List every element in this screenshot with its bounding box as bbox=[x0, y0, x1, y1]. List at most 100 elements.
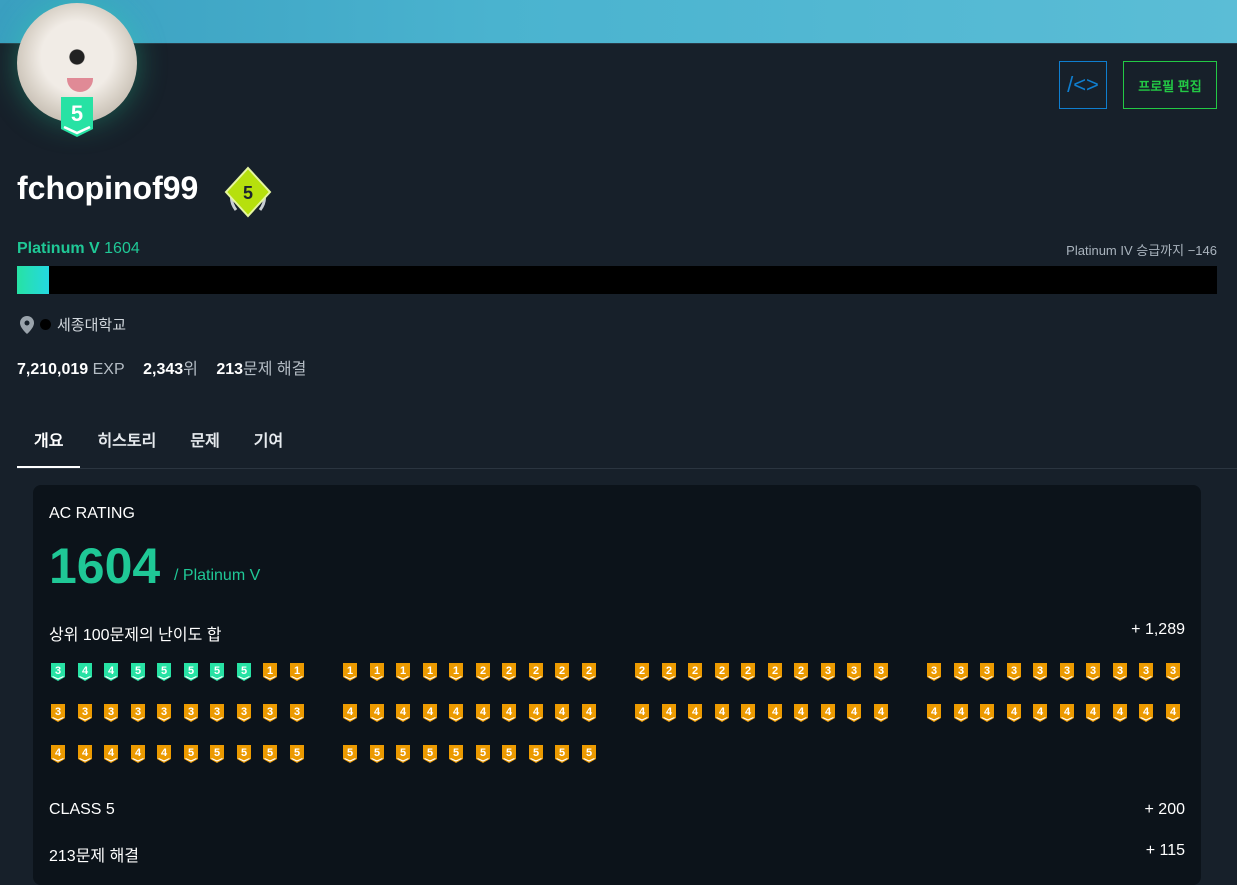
organization-name[interactable]: 세종대학교 bbox=[57, 317, 127, 334]
problem-tier-badge-icon[interactable]: 4 bbox=[794, 704, 808, 722]
problem-tier-badge-icon[interactable]: 3 bbox=[847, 663, 861, 681]
problem-tier-badge-icon[interactable]: 2 bbox=[502, 663, 516, 681]
problem-tier-badge-icon[interactable]: 4 bbox=[369, 704, 384, 722]
problem-tier-badge-icon[interactable]: 4 bbox=[475, 704, 490, 722]
problem-tier-badge-icon[interactable]: 3 bbox=[51, 663, 65, 681]
problem-tier-badge-icon[interactable]: 4 bbox=[51, 745, 65, 763]
problem-tier-badge-icon[interactable]: 4 bbox=[741, 704, 755, 722]
problem-tier-badge-icon[interactable]: 3 bbox=[927, 663, 941, 681]
problem-tier-badge-icon[interactable]: 5 bbox=[183, 745, 198, 763]
problem-tier-badge-icon[interactable]: 3 bbox=[104, 704, 118, 722]
problem-tier-badge-icon[interactable]: 2 bbox=[714, 663, 729, 681]
problem-tier-badge-icon[interactable]: 1 bbox=[369, 663, 384, 681]
problem-tier-badge-icon[interactable]: 4 bbox=[581, 704, 596, 722]
problem-tier-badge-icon[interactable]: 5 bbox=[422, 745, 437, 763]
problem-tier-badge-icon[interactable]: 3 bbox=[1006, 663, 1021, 681]
problem-tier-badge-icon[interactable]: 5 bbox=[183, 663, 198, 681]
problem-tier-badge-icon[interactable]: 1 bbox=[449, 663, 463, 681]
problem-tier-badge-icon[interactable]: 3 bbox=[236, 704, 251, 722]
code-button[interactable]: /<> bbox=[1059, 61, 1107, 109]
problem-tier-badge-icon[interactable]: 4 bbox=[873, 704, 888, 722]
problem-tier-badge-icon[interactable]: 4 bbox=[502, 704, 516, 722]
problem-tier-badge-icon[interactable]: 4 bbox=[1165, 704, 1180, 722]
problem-tier-badge-icon[interactable]: 4 bbox=[343, 704, 357, 722]
problem-tier-badge-icon[interactable]: 5 bbox=[289, 745, 304, 763]
problem-tier-badge-icon[interactable]: 4 bbox=[714, 704, 729, 722]
problem-tier-badge-icon[interactable]: 4 bbox=[927, 704, 941, 722]
problem-tier-badge-icon[interactable]: 4 bbox=[953, 704, 968, 722]
problem-tier-badge-icon[interactable]: 4 bbox=[980, 704, 994, 722]
problem-tier-badge-icon[interactable]: 4 bbox=[1033, 704, 1047, 722]
problem-tier-badge-icon[interactable]: 2 bbox=[767, 663, 782, 681]
problem-tier-badge-icon[interactable]: 3 bbox=[289, 704, 304, 722]
problem-tier-badge-icon[interactable]: 5 bbox=[369, 745, 384, 763]
problem-tier-badge-icon[interactable]: 3 bbox=[873, 663, 888, 681]
problem-tier-badge-icon[interactable]: 3 bbox=[1059, 663, 1074, 681]
problem-tier-badge-icon[interactable]: 5 bbox=[236, 745, 251, 763]
problem-tier-badge-icon[interactable]: 5 bbox=[396, 745, 410, 763]
problem-tier-badge-icon[interactable]: 1 bbox=[343, 663, 357, 681]
problem-tier-badge-icon[interactable]: 2 bbox=[688, 663, 702, 681]
problem-tier-badge-icon[interactable]: 4 bbox=[635, 704, 649, 722]
problem-tier-badge-icon[interactable]: 4 bbox=[661, 704, 676, 722]
problem-tier-badge-icon[interactable]: 3 bbox=[1112, 663, 1127, 681]
problem-tier-badge-icon[interactable]: 4 bbox=[555, 704, 569, 722]
problem-tier-badge-icon[interactable]: 4 bbox=[1112, 704, 1127, 722]
problem-tier-badge-icon[interactable]: 3 bbox=[953, 663, 968, 681]
problem-tier-badge-icon[interactable]: 4 bbox=[688, 704, 702, 722]
problem-tier-badge-icon[interactable]: 5 bbox=[210, 663, 224, 681]
tab-problems[interactable]: 문제 bbox=[190, 433, 220, 450]
problem-tier-badge-icon[interactable]: 4 bbox=[130, 745, 145, 763]
problem-tier-badge-icon[interactable]: 3 bbox=[183, 704, 198, 722]
problem-tier-badge-icon[interactable]: 2 bbox=[555, 663, 569, 681]
problem-tier-badge-icon[interactable]: 5 bbox=[475, 745, 490, 763]
problem-tier-badge-icon[interactable]: 5 bbox=[157, 663, 171, 681]
problem-tier-badge-icon[interactable]: 3 bbox=[51, 704, 65, 722]
tab-contributions[interactable]: 기여 bbox=[253, 433, 284, 450]
problem-tier-badge-icon[interactable]: 4 bbox=[1006, 704, 1021, 722]
problem-tier-badge-icon[interactable]: 2 bbox=[794, 663, 808, 681]
problem-tier-badge-icon[interactable]: 1 bbox=[396, 663, 410, 681]
problem-tier-badge-icon[interactable]: 2 bbox=[661, 663, 676, 681]
problem-tier-badge-icon[interactable]: 4 bbox=[104, 745, 118, 763]
edit-profile-button[interactable]: 프로필 편집 bbox=[1123, 61, 1217, 109]
problem-tier-badge-icon[interactable]: 2 bbox=[581, 663, 596, 681]
problem-tier-badge-icon[interactable]: 5 bbox=[343, 745, 357, 763]
problem-tier-badge-icon[interactable]: 4 bbox=[77, 745, 92, 763]
problem-tier-badge-icon[interactable]: 3 bbox=[820, 663, 835, 681]
problem-tier-badge-icon[interactable]: 5 bbox=[502, 745, 516, 763]
problem-tier-badge-icon[interactable]: 1 bbox=[289, 663, 304, 681]
problem-tier-badge-icon[interactable]: 3 bbox=[157, 704, 171, 722]
problem-tier-badge-icon[interactable]: 5 bbox=[449, 745, 463, 763]
problem-tier-badge-icon[interactable]: 5 bbox=[130, 663, 145, 681]
problem-tier-badge-icon[interactable]: 4 bbox=[396, 704, 410, 722]
problem-tier-badge-icon[interactable]: 5 bbox=[263, 745, 277, 763]
problem-tier-badge-icon[interactable]: 1 bbox=[422, 663, 437, 681]
problem-tier-badge-icon[interactable]: 3 bbox=[1033, 663, 1047, 681]
problem-tier-badge-icon[interactable]: 3 bbox=[77, 704, 92, 722]
problem-tier-badge-icon[interactable]: 4 bbox=[449, 704, 463, 722]
problem-tier-badge-icon[interactable]: 4 bbox=[157, 745, 171, 763]
tab-history[interactable]: 히스토리 bbox=[97, 433, 157, 450]
problem-tier-badge-icon[interactable]: 3 bbox=[1165, 663, 1180, 681]
problem-tier-badge-icon[interactable]: 3 bbox=[263, 704, 277, 722]
problem-tier-badge-icon[interactable]: 4 bbox=[820, 704, 835, 722]
problem-tier-badge-icon[interactable]: 5 bbox=[555, 745, 569, 763]
problem-tier-badge-icon[interactable]: 3 bbox=[130, 704, 145, 722]
problem-tier-badge-icon[interactable]: 5 bbox=[581, 745, 596, 763]
problem-tier-badge-icon[interactable]: 4 bbox=[528, 704, 543, 722]
tab-overview[interactable]: 개요 bbox=[17, 415, 81, 468]
problem-tier-badge-icon[interactable]: 3 bbox=[1086, 663, 1100, 681]
problem-tier-badge-icon[interactable]: 5 bbox=[528, 745, 543, 763]
problem-tier-badge-icon[interactable]: 4 bbox=[422, 704, 437, 722]
class-badge-icon[interactable]: 5 bbox=[222, 166, 274, 222]
problem-tier-badge-icon[interactable]: 4 bbox=[767, 704, 782, 722]
problem-tier-badge-icon[interactable]: 2 bbox=[635, 663, 649, 681]
problem-tier-badge-icon[interactable]: 4 bbox=[1086, 704, 1100, 722]
problem-tier-badge-icon[interactable]: 4 bbox=[1059, 704, 1074, 722]
problem-tier-badge-icon[interactable]: 2 bbox=[741, 663, 755, 681]
problem-tier-badge-icon[interactable]: 4 bbox=[77, 663, 92, 681]
problem-tier-badge-icon[interactable]: 4 bbox=[847, 704, 861, 722]
problem-tier-badge-icon[interactable]: 3 bbox=[980, 663, 994, 681]
problem-tier-badge-icon[interactable]: 1 bbox=[263, 663, 277, 681]
